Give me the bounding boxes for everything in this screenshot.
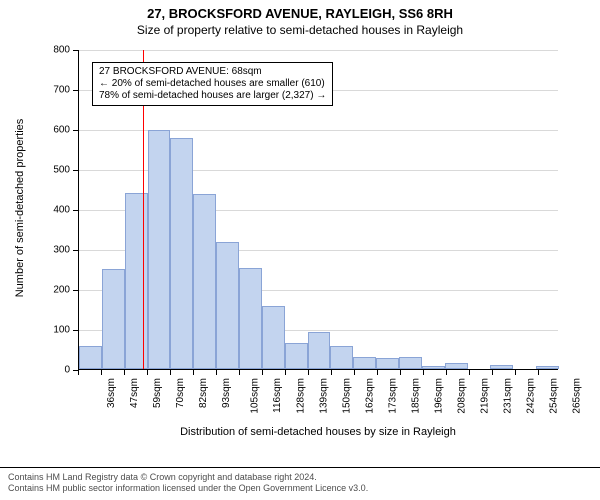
x-tick (285, 370, 286, 375)
x-tick-label: 93sqm (221, 378, 232, 408)
y-tick (73, 290, 78, 291)
x-tick-label: 219sqm (480, 378, 491, 414)
x-tick-label: 173sqm (388, 378, 399, 414)
x-tick (101, 370, 102, 375)
histogram-bar (79, 346, 102, 369)
histogram-bar (170, 138, 193, 369)
x-tick (193, 370, 194, 375)
x-tick (147, 370, 148, 375)
histogram-bar (445, 363, 468, 369)
y-tick-label: 400 (0, 205, 70, 216)
x-tick-label: 139sqm (319, 378, 330, 414)
x-tick-label: 208sqm (457, 378, 468, 414)
y-tick (73, 330, 78, 331)
histogram-bar (399, 357, 422, 369)
histogram-bar (216, 242, 239, 369)
y-tick-label: 800 (0, 45, 70, 56)
x-tick (492, 370, 493, 375)
histogram-bar (102, 269, 125, 369)
y-tick-label: 700 (0, 85, 70, 96)
x-tick-label: 231sqm (503, 378, 514, 414)
x-tick-label: 265sqm (572, 378, 583, 414)
histogram-bar (376, 358, 399, 369)
x-tick-label: 47sqm (129, 378, 140, 408)
histogram-bar (193, 194, 216, 369)
x-tick (469, 370, 470, 375)
annotation-line: 27 BROCKSFORD AVENUE: 68sqm (99, 66, 326, 78)
y-tick-label: 600 (0, 125, 70, 136)
x-tick (331, 370, 332, 375)
histogram-bar (353, 357, 376, 369)
x-tick-label: 116sqm (272, 378, 283, 413)
chart-container: 0 100 200 300 400 500 600 700 800 36sqm 47sqm 59sqm… (0, 0, 600, 460)
x-tick (515, 370, 516, 375)
histogram-bar (262, 306, 285, 369)
x-axis-label: Distribution of semi-detached houses by … (78, 426, 558, 438)
y-tick (73, 50, 78, 51)
x-tick (377, 370, 378, 375)
y-tick (73, 250, 78, 251)
histogram-bar (422, 366, 445, 369)
x-tick (446, 370, 447, 375)
y-tick (73, 170, 78, 171)
footer-line-2: Contains HM public sector information li… (8, 483, 592, 494)
y-tick (73, 210, 78, 211)
histogram-bar (285, 343, 308, 369)
footer-line-1: Contains HM Land Registry data © Crown c… (8, 472, 592, 483)
x-tick-label: 254sqm (549, 378, 560, 414)
y-tick-label: 100 (0, 325, 70, 336)
y-tick-label: 300 (0, 245, 70, 256)
gridline (79, 50, 558, 51)
y-axis-label: Number of semi-detached properties (14, 108, 26, 308)
x-tick-label: 162sqm (365, 378, 376, 414)
histogram-bar (536, 366, 559, 369)
x-tick-label: 242sqm (526, 378, 537, 414)
x-tick (239, 370, 240, 375)
x-tick (308, 370, 309, 375)
x-tick-label: 36sqm (106, 378, 117, 408)
y-tick (73, 130, 78, 131)
x-tick-label: 82sqm (198, 378, 209, 408)
x-tick-label: 196sqm (434, 378, 445, 414)
x-tick-label: 105sqm (250, 378, 261, 414)
x-tick (423, 370, 424, 375)
histogram-bar (308, 332, 331, 369)
x-tick-label: 150sqm (342, 378, 353, 414)
annotation-line: ← 20% of semi-detached houses are smalle… (99, 78, 326, 90)
x-tick (400, 370, 401, 375)
histogram-bar (330, 346, 353, 369)
y-tick-label: 200 (0, 285, 70, 296)
x-tick (216, 370, 217, 375)
x-tick (538, 370, 539, 375)
x-tick-label: 59sqm (152, 378, 163, 408)
x-tick-label: 70sqm (175, 378, 186, 408)
x-tick-label: 185sqm (411, 378, 422, 414)
annotation-box: 27 BROCKSFORD AVENUE: 68sqm← 20% of semi… (92, 62, 333, 106)
histogram-bar (239, 268, 262, 369)
x-tick (354, 370, 355, 375)
histogram-bar (125, 193, 148, 369)
x-tick-label: 128sqm (296, 378, 307, 414)
x-tick (78, 370, 79, 375)
histogram-bar (490, 365, 513, 369)
y-tick-label: 0 (0, 365, 70, 376)
histogram-bar (148, 130, 171, 369)
footer: Contains HM Land Registry data © Crown c… (0, 467, 600, 500)
x-tick (170, 370, 171, 375)
x-tick (262, 370, 263, 375)
annotation-line: 78% of semi-detached houses are larger (… (99, 90, 326, 102)
y-tick-label: 500 (0, 165, 70, 176)
y-tick (73, 90, 78, 91)
x-tick (124, 370, 125, 375)
